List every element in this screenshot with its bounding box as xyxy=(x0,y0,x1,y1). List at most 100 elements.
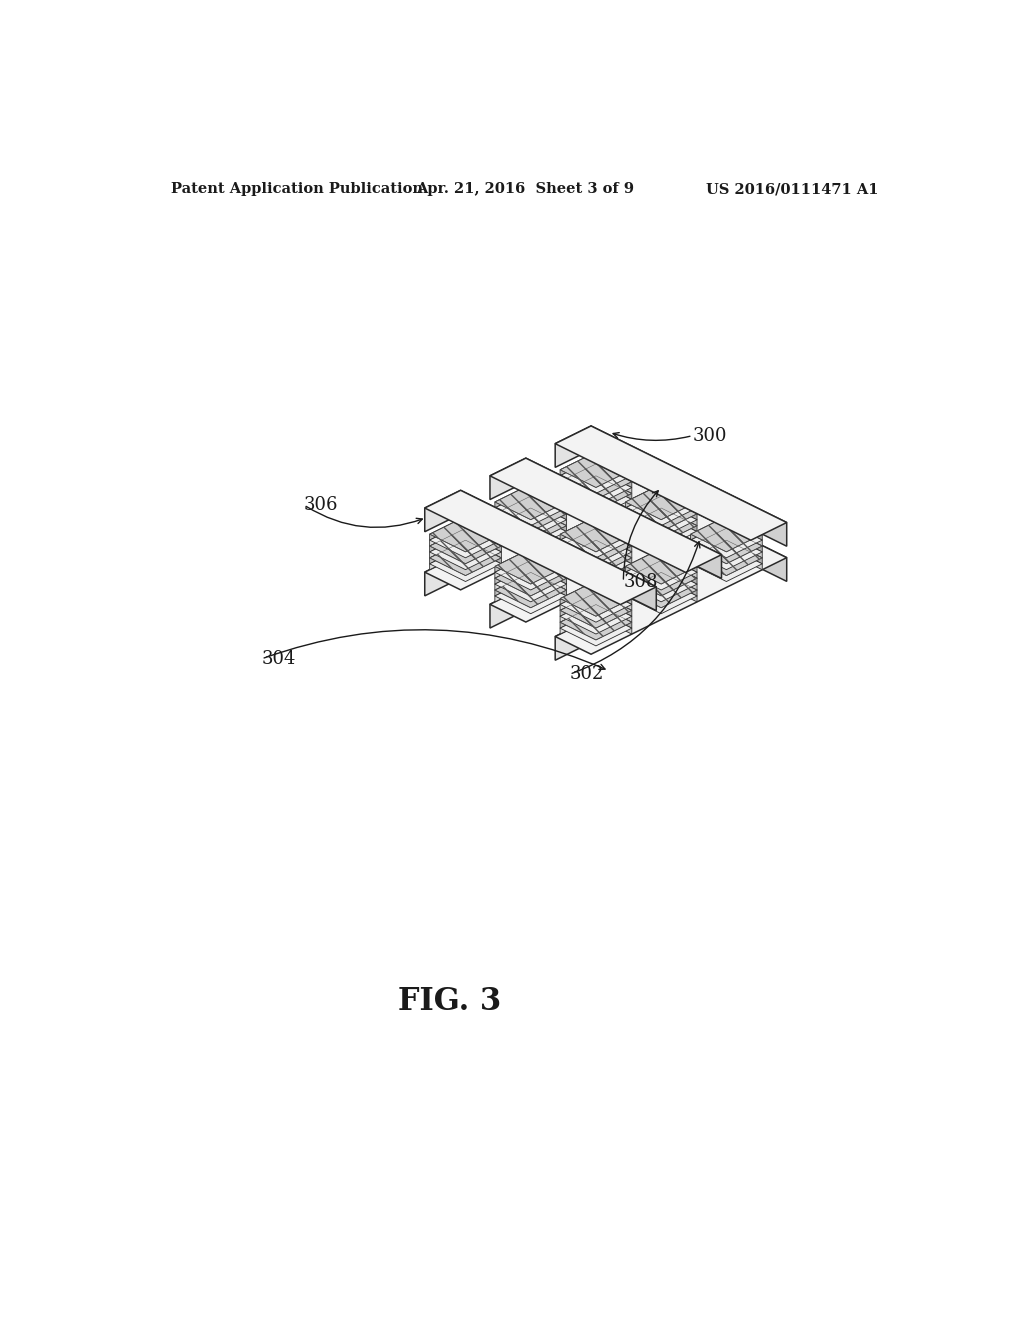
Polygon shape xyxy=(430,523,466,546)
Polygon shape xyxy=(626,508,697,544)
Polygon shape xyxy=(690,540,762,576)
Polygon shape xyxy=(489,458,722,573)
Polygon shape xyxy=(662,549,697,573)
Polygon shape xyxy=(495,490,530,513)
Polygon shape xyxy=(726,540,762,564)
Polygon shape xyxy=(466,546,502,570)
Polygon shape xyxy=(560,458,596,482)
Polygon shape xyxy=(560,458,632,494)
Polygon shape xyxy=(530,561,566,585)
Polygon shape xyxy=(466,516,502,540)
Polygon shape xyxy=(686,508,722,549)
Text: US 2016/0111471 A1: US 2016/0111471 A1 xyxy=(707,182,879,197)
Polygon shape xyxy=(495,573,530,597)
Polygon shape xyxy=(530,554,566,578)
Polygon shape xyxy=(690,540,726,564)
Polygon shape xyxy=(690,528,726,552)
Text: 302: 302 xyxy=(569,665,604,684)
Polygon shape xyxy=(425,475,621,595)
Polygon shape xyxy=(495,502,530,525)
Polygon shape xyxy=(430,546,466,570)
Polygon shape xyxy=(596,463,632,487)
Polygon shape xyxy=(560,546,596,570)
Polygon shape xyxy=(626,561,662,585)
Polygon shape xyxy=(560,540,596,564)
Polygon shape xyxy=(466,523,502,546)
Polygon shape xyxy=(495,490,566,525)
Polygon shape xyxy=(626,490,697,525)
Polygon shape xyxy=(596,540,632,564)
Polygon shape xyxy=(626,578,662,602)
Polygon shape xyxy=(626,573,662,597)
Polygon shape xyxy=(495,508,530,532)
Polygon shape xyxy=(461,490,656,611)
Polygon shape xyxy=(560,593,596,616)
Polygon shape xyxy=(726,523,762,546)
Polygon shape xyxy=(690,516,726,540)
Polygon shape xyxy=(596,482,632,506)
Polygon shape xyxy=(466,535,502,558)
Polygon shape xyxy=(489,508,722,622)
Polygon shape xyxy=(662,484,697,508)
Polygon shape xyxy=(555,426,786,540)
Text: 300: 300 xyxy=(692,426,727,445)
Polygon shape xyxy=(555,426,591,467)
Polygon shape xyxy=(626,578,697,614)
Polygon shape xyxy=(596,458,632,482)
Polygon shape xyxy=(489,458,526,499)
Polygon shape xyxy=(430,546,502,582)
Text: Patent Application Publication: Patent Application Publication xyxy=(171,182,423,197)
Polygon shape xyxy=(530,508,566,532)
Polygon shape xyxy=(530,484,566,508)
Polygon shape xyxy=(495,508,566,544)
Polygon shape xyxy=(495,578,566,614)
Text: 308: 308 xyxy=(624,573,657,591)
Text: 306: 306 xyxy=(304,496,338,513)
Polygon shape xyxy=(690,523,762,558)
Polygon shape xyxy=(726,516,762,540)
Polygon shape xyxy=(726,535,762,558)
Polygon shape xyxy=(690,528,762,564)
Polygon shape xyxy=(596,581,632,605)
Polygon shape xyxy=(495,549,530,573)
Polygon shape xyxy=(495,513,530,537)
Polygon shape xyxy=(560,516,596,540)
Polygon shape xyxy=(626,573,697,607)
Polygon shape xyxy=(466,540,502,564)
Polygon shape xyxy=(430,540,466,564)
Polygon shape xyxy=(495,561,566,595)
Text: Apr. 21, 2016  Sheet 3 of 9: Apr. 21, 2016 Sheet 3 of 9 xyxy=(416,182,634,197)
Polygon shape xyxy=(430,528,502,564)
Polygon shape xyxy=(690,523,726,546)
Polygon shape xyxy=(626,502,697,537)
Polygon shape xyxy=(626,502,662,525)
Polygon shape xyxy=(626,549,662,573)
Polygon shape xyxy=(560,475,596,499)
Polygon shape xyxy=(596,528,632,552)
Polygon shape xyxy=(530,490,566,513)
Polygon shape xyxy=(626,561,697,595)
Polygon shape xyxy=(526,458,722,578)
Polygon shape xyxy=(662,513,697,537)
Polygon shape xyxy=(626,554,697,590)
Polygon shape xyxy=(560,593,632,628)
Polygon shape xyxy=(596,523,632,546)
Polygon shape xyxy=(626,496,662,520)
Polygon shape xyxy=(596,535,632,558)
Polygon shape xyxy=(530,566,566,590)
Polygon shape xyxy=(626,513,697,549)
Polygon shape xyxy=(560,482,596,506)
Polygon shape xyxy=(560,535,596,558)
Polygon shape xyxy=(560,523,596,546)
Polygon shape xyxy=(495,549,566,583)
Polygon shape xyxy=(626,484,662,508)
Polygon shape xyxy=(626,554,662,578)
Polygon shape xyxy=(425,490,461,532)
Polygon shape xyxy=(495,561,530,585)
Polygon shape xyxy=(489,508,686,628)
Polygon shape xyxy=(596,470,632,494)
Polygon shape xyxy=(560,610,632,645)
Polygon shape xyxy=(626,496,697,532)
Polygon shape xyxy=(430,516,466,540)
Polygon shape xyxy=(495,502,566,537)
